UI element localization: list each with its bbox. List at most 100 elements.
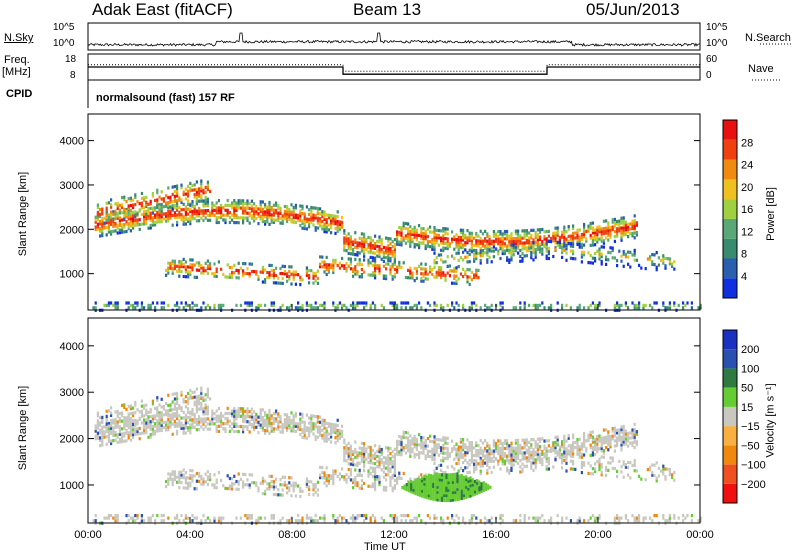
heatmap-cell: [541, 457, 544, 461]
heatmap-cell: [277, 412, 280, 416]
heatmap-cell: [272, 422, 275, 426]
heatmap-cell: [338, 261, 341, 265]
heatmap-cell: [336, 439, 339, 443]
heatmap-cell: [145, 423, 148, 427]
heatmap-cell: [466, 280, 469, 284]
heatmap-cell: [316, 207, 319, 211]
heatmap-cell: [323, 230, 326, 234]
heatmap-cell: [110, 429, 113, 433]
heatmap-cell: [545, 230, 548, 234]
heatmap-cell: [195, 195, 198, 199]
heatmap-cell: [143, 222, 146, 226]
heatmap-cell: [363, 254, 366, 258]
heatmap-cell: [651, 260, 654, 264]
heatmap-cell: [286, 418, 289, 422]
heatmap-cell: [374, 451, 377, 455]
heatmap-cell: [363, 465, 366, 469]
heatmap-cell: [314, 226, 317, 230]
heatmap-cell: [433, 248, 436, 252]
heatmap-cell: [123, 421, 126, 425]
heatmap-cell: [118, 432, 121, 436]
heatmap-cell: [545, 256, 548, 261]
heatmap-cell: [281, 475, 284, 479]
heatmap-cell: [459, 466, 462, 470]
heatmap-cell: [415, 445, 418, 449]
heatmap-cell: [299, 425, 302, 429]
heatmap-cell: [433, 450, 436, 454]
heatmap-cell: [404, 436, 407, 440]
heatmap-cell: [228, 273, 231, 277]
heatmap-cell: [204, 519, 207, 523]
heatmap-cell: [363, 519, 366, 523]
heatmap-cell: [332, 216, 335, 220]
heatmap-cell: [140, 306, 143, 310]
heatmap-cell: [319, 212, 322, 216]
heatmap-cell: [415, 228, 418, 232]
heatmap-cell: [231, 409, 234, 413]
heatmap-cell: [583, 250, 586, 254]
heatmap-cell: [400, 453, 403, 457]
heatmap-cell: [330, 218, 333, 223]
heatmap-cell: [129, 303, 132, 307]
heatmap-cell: [567, 234, 570, 238]
heatmap-cell: [398, 265, 401, 269]
heatmap-cell: [418, 224, 421, 228]
heatmap-cell: [171, 200, 174, 204]
heatmap-cell: [440, 266, 443, 270]
heatmap-cell: [578, 447, 581, 451]
heatmap-cell: [96, 227, 99, 231]
heatmap-cell: [541, 514, 544, 518]
heatmap-cell: [457, 469, 460, 473]
heatmap-cell: [426, 277, 429, 281]
heatmap-cell: [103, 425, 106, 429]
heatmap-cell: [314, 485, 317, 489]
heatmap-cell: [466, 446, 469, 450]
heatmap-cell: [530, 233, 533, 237]
heatmap-cell: [112, 428, 115, 432]
heatmap-cell: [184, 260, 187, 264]
heatmap-cell: [453, 235, 456, 239]
heatmap-cell: [497, 252, 500, 256]
heatmap-cell: [248, 221, 251, 225]
heatmap-cell: [413, 266, 416, 270]
heatmap-cell: [517, 441, 520, 445]
heatmap-cell: [486, 441, 489, 445]
heatmap-cell: [508, 251, 511, 255]
heatmap-cell: [206, 475, 209, 479]
heatmap-cell: [184, 192, 187, 196]
heatmap-cell: [215, 414, 218, 418]
heatmap-cell: [470, 519, 473, 523]
heatmap-cell: [624, 252, 627, 256]
heatmap-cell: [407, 268, 410, 272]
heatmap-cell: [437, 270, 440, 275]
heatmap-cell: [488, 306, 491, 310]
heatmap-cell: [613, 222, 616, 226]
heatmap-cell: [633, 214, 636, 218]
heatmap-cell: [367, 469, 370, 473]
heatmap-cell: [495, 234, 498, 238]
heatmap-cell: [224, 275, 227, 279]
heatmap-cell: [591, 472, 594, 476]
heatmap-cell: [127, 301, 130, 305]
heatmap-cell: [184, 303, 187, 307]
heatmap-cell: [145, 195, 148, 200]
heatmap-cell: [321, 219, 324, 224]
heatmap-cell: [455, 245, 458, 249]
heatmap-cell: [470, 303, 473, 307]
heatmap-cell: [327, 265, 330, 269]
heatmap-cell: [173, 402, 176, 406]
heatmap-cell: [369, 236, 372, 240]
heatmap-cell: [530, 253, 533, 257]
heatmap-cell: [325, 474, 328, 478]
heatmap-cell: [514, 236, 517, 241]
heatmap-cell: [360, 454, 363, 458]
heatmap-cell: [235, 221, 238, 225]
heatmap-cell: [259, 481, 262, 485]
heatmap-cell: [402, 238, 405, 242]
heatmap-cell: [552, 236, 555, 240]
heatmap-cell: [154, 414, 157, 418]
heatmap-cell: [198, 394, 201, 398]
heatmap-cell: [206, 417, 209, 421]
heatmap-cell: [365, 516, 368, 520]
heatmap-cell: [129, 404, 132, 408]
